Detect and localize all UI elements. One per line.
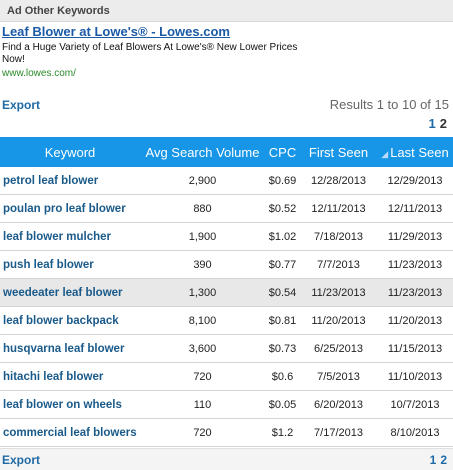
keyword-link[interactable]: leaf blower backpack [3,314,119,327]
cell-keyword: husqvarna leaf blower [0,334,140,363]
table-row[interactable]: leaf blower backpack 8,100 $0.81 11/20/2013… [0,306,453,335]
cell-last-seen: 10/7/2013 [377,390,453,419]
ad-block: Leaf Blower at Lowe's® - Lowes.com Find … [2,25,302,80]
page-2-link[interactable]: 2 [439,116,447,131]
cell-avg-search-volume: 720 [140,362,265,391]
page-1-link[interactable]: 1 [429,453,437,467]
cell-first-seen: 7/7/2013 [300,250,377,279]
cell-cpc: $0.77 [265,250,300,279]
cell-keyword: push leaf blower [0,250,140,279]
cell-keyword: leaf blower on wheels [0,390,140,419]
cell-cpc: $0.54 [265,278,300,307]
cell-cpc: $0.05 [265,390,300,419]
cell-cpc: $1.02 [265,222,300,251]
cell-avg-search-volume: 880 [140,194,265,223]
cell-keyword: petrol leaf blower [0,167,140,195]
cell-keyword: leaf blower mulcher [0,222,140,251]
keyword-link[interactable]: weedeater leaf blower [3,286,123,299]
table-row[interactable]: leaf blower on wheels 110 $0.05 6/20/2013 10… [0,390,453,419]
cell-avg-search-volume: 1,300 [140,278,265,307]
cell-avg-search-volume: 1,900 [140,222,265,251]
keyword-link[interactable]: poulan pro leaf blower [3,202,126,215]
column-header-last-seen[interactable]: ◢ Last Seen [377,137,453,167]
export-link-bottom[interactable]: Export [2,453,41,467]
keyword-link[interactable]: husqvarna leaf blower [3,342,125,355]
cell-cpc: $0.6 [265,362,300,391]
page-1-link[interactable]: 1 [428,116,436,131]
keyword-link[interactable]: commercial leaf blowers [3,426,137,439]
cell-avg-search-volume: 720 [140,418,265,447]
column-header-keyword[interactable]: Keyword [0,137,140,167]
cell-last-seen: 11/15/2013 [377,334,453,363]
cell-avg-search-volume: 2,900 [140,167,265,195]
table-row[interactable]: push leaf blower 390 $0.77 7/7/2013 11/23/20… [0,250,453,279]
cell-last-seen: 12/11/2013 [377,194,453,223]
cell-cpc: $0.69 [265,167,300,195]
cell-keyword: leaf blower backpack [0,306,140,335]
cell-last-seen: 11/23/2013 [377,250,453,279]
cell-last-seen: 11/23/2013 [377,278,453,307]
keyword-link[interactable]: hitachi leaf blower [3,370,104,383]
ad-description: Find a Huge Variety of Leaf Blowers At L… [2,42,298,65]
cell-keyword: weedeater leaf blower [0,278,140,307]
table-row[interactable]: hitachi leaf blower 720 $0.6 7/5/2013 11/10/… [0,362,453,391]
cell-avg-search-volume: 3,600 [140,334,265,363]
column-header-cpc[interactable]: CPC [265,137,300,167]
cell-keyword: poulan pro leaf blower [0,194,140,223]
keyword-link[interactable]: push leaf blower [3,258,94,271]
sort-arrow-icon: ◢ [381,148,389,159]
cell-last-seen: 11/20/2013 [377,306,453,335]
cell-avg-search-volume: 8,100 [140,306,265,335]
cell-keyword: commercial leaf blowers [0,418,140,447]
section-title: Ad Other Keywords [7,5,110,17]
keyword-link[interactable]: petrol leaf blower [3,174,99,187]
ad-url: www.lowes.com/ [2,68,76,79]
table-header-row: Keyword Avg Search Volume CPC First Seen… [0,137,453,167]
cell-avg-search-volume: 390 [140,250,265,279]
cell-last-seen: 11/10/2013 [377,362,453,391]
cell-first-seen: 7/17/2013 [300,418,377,447]
cell-cpc: $0.81 [265,306,300,335]
table-row[interactable]: petrol leaf blower 2,900 $0.69 12/28/2013 12… [0,167,453,195]
table-row[interactable]: weedeater leaf blower 1,300 $0.54 11/23/201… [0,278,453,307]
page-2-link[interactable]: 2 [440,453,447,467]
ad-title-link[interactable]: Leaf Blower at Lowe's® - Lowes.com [2,24,230,39]
keyword-link[interactable]: leaf blower mulcher [3,230,112,243]
cell-first-seen: 7/18/2013 [300,222,377,251]
cell-last-seen: 12/29/2013 [377,167,453,195]
column-header-avg-search-volume[interactable]: Avg Search Volume [140,137,265,167]
cell-cpc: $1.2 [265,418,300,447]
export-link-top[interactable]: Export [2,98,41,112]
column-header-first-seen[interactable]: First Seen [300,137,377,167]
cell-first-seen: 12/11/2013 [300,194,377,223]
column-header-last-seen-label: Last Seen [390,144,449,160]
cell-first-seen: 11/23/2013 [300,278,377,307]
cell-first-seen: 6/25/2013 [300,334,377,363]
results-count: Results 1 to 10 of 15 [329,97,449,112]
cell-first-seen: 12/28/2013 [300,167,377,195]
table-row[interactable]: poulan pro leaf blower 880 $0.52 12/11/2013… [0,194,453,223]
keywords-table: Keyword Avg Search Volume CPC First Seen… [0,137,453,447]
table-row[interactable]: commercial leaf blowers 720 $1.2 7/17/2013 8… [0,418,453,447]
keyword-link[interactable]: leaf blower on wheels [3,398,122,411]
cell-last-seen: 8/10/2013 [377,418,453,447]
table-row[interactable]: leaf blower mulcher 1,900 $1.02 7/18/2013 11… [0,222,453,251]
cell-first-seen: 7/5/2013 [300,362,377,391]
cell-avg-search-volume: 110 [140,390,265,419]
cell-last-seen: 11/29/2013 [377,222,453,251]
cell-first-seen: 6/20/2013 [300,390,377,419]
cell-keyword: hitachi leaf blower [0,362,140,391]
table-row[interactable]: husqvarna leaf blower 3,600 $0.73 6/25/2013… [0,334,453,363]
cell-cpc: $0.52 [265,194,300,223]
section-header: Ad Other Keywords [0,0,453,22]
cell-cpc: $0.73 [265,334,300,363]
cell-first-seen: 11/20/2013 [300,306,377,335]
